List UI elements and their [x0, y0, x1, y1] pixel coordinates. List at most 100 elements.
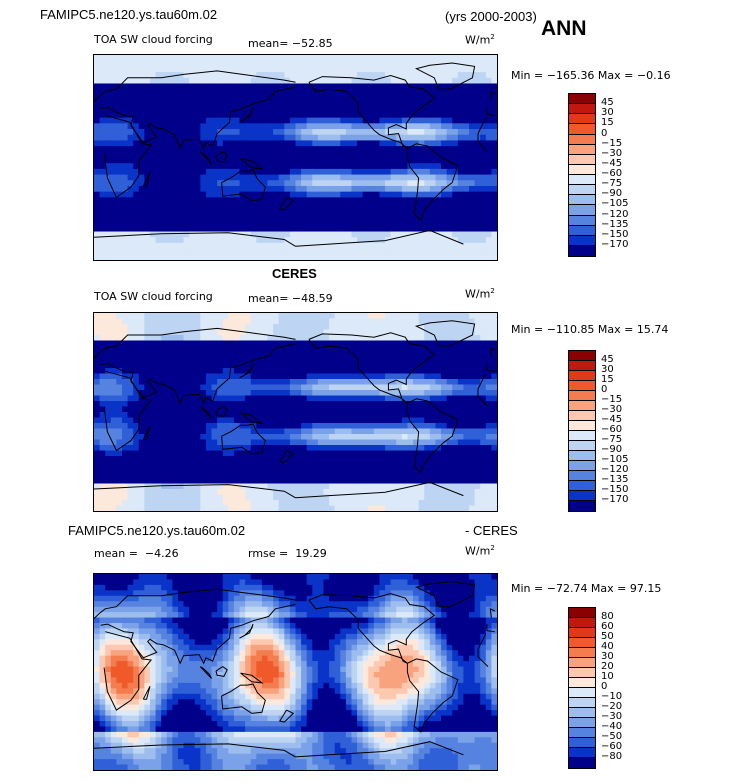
map-cell: [329, 55, 336, 62]
map-cell: [273, 94, 280, 102]
map-cell: [211, 140, 218, 147]
map-cell: [435, 373, 442, 380]
map-cell: [329, 467, 336, 474]
map-cell: [110, 472, 117, 479]
map-cell: [217, 60, 224, 67]
map-cell: [424, 231, 431, 238]
map-cell: [177, 434, 185, 441]
map-cell: [222, 489, 229, 496]
map-cell: [166, 100, 173, 107]
map-cell: [149, 390, 157, 397]
map-cell: [200, 445, 207, 452]
map-cell: [194, 140, 201, 147]
map-cell: [228, 395, 235, 402]
map-cell: [228, 168, 235, 176]
map-cell: [105, 461, 112, 468]
map-cell: [166, 89, 173, 96]
map-cell: [194, 214, 201, 221]
map-cell: [474, 83, 481, 90]
map-cell: [239, 197, 246, 204]
map-cell: [222, 406, 229, 413]
map-cell: [334, 237, 341, 244]
map-cell: [127, 445, 134, 452]
map-cell: [317, 478, 325, 485]
map-cell: [463, 129, 470, 136]
map-cell: [396, 77, 403, 85]
map-cell: [245, 351, 252, 358]
map-cell: [116, 157, 123, 164]
map-cell: [474, 151, 481, 159]
map-cell: [469, 346, 476, 353]
map-cell: [418, 237, 425, 244]
map-cell: [345, 174, 353, 181]
map-cell: [127, 134, 134, 142]
map-cell: [329, 313, 336, 320]
map-cell: [407, 395, 414, 402]
map-cell: [149, 434, 157, 441]
map-cell: [480, 231, 487, 238]
map-cell: [194, 395, 201, 402]
map-cell: [413, 66, 420, 73]
map-cell: [228, 163, 235, 170]
map-cell: [261, 456, 269, 463]
map-cell: [183, 94, 190, 102]
map-cell: [250, 231, 257, 238]
map-cell: [424, 467, 431, 474]
map-cell: [329, 146, 336, 153]
map-cell: [306, 220, 313, 227]
map-cell: [491, 242, 497, 250]
map-cell: [205, 478, 213, 485]
map-cell: [239, 428, 246, 435]
map-cell: [289, 157, 297, 164]
map-cell: [379, 384, 386, 391]
map-cell: [105, 77, 112, 85]
map-cell: [284, 313, 291, 320]
map-cell: [222, 445, 229, 452]
map-cell: [194, 417, 201, 424]
map-cell: [194, 445, 201, 452]
map-cell: [373, 395, 381, 402]
map-cell: [362, 395, 369, 402]
map-cell: [121, 225, 129, 233]
map-cell: [183, 140, 190, 147]
map-cell: [301, 140, 308, 147]
map-cell: [228, 146, 235, 153]
map-cell: [99, 318, 106, 325]
map-cell: [161, 417, 168, 424]
map-cell: [194, 357, 201, 364]
map-cell: [474, 450, 481, 457]
map-cell: [340, 450, 347, 457]
map-cell: [457, 242, 465, 250]
map-cell: [172, 208, 179, 216]
map-cell: [239, 242, 246, 250]
map-cell: [121, 220, 129, 227]
map-cell: [317, 163, 325, 170]
map-cell: [155, 89, 162, 96]
map-cell: [390, 111, 397, 119]
map-cell: [155, 395, 162, 402]
map-cell: [133, 55, 140, 62]
map-cell: [144, 111, 151, 119]
map-cell: [345, 55, 353, 62]
map-cell: [161, 461, 168, 468]
map-cell: [474, 163, 481, 170]
map-cell: [177, 77, 185, 85]
map-cell: [278, 168, 285, 176]
map-cell: [317, 318, 325, 325]
map-cell: [301, 329, 308, 336]
map-cell: [469, 111, 476, 119]
map-cell: [396, 72, 403, 79]
map-cell: [317, 157, 325, 164]
map-cell: [463, 203, 470, 210]
map-cell: [149, 111, 157, 119]
map-cell: [200, 66, 207, 73]
map-cell: [457, 362, 465, 369]
map-cell: [441, 72, 448, 79]
map-cell: [273, 60, 280, 67]
map-cell: [194, 313, 201, 320]
map-cell: [379, 123, 386, 130]
map-cell: [480, 362, 487, 369]
map-cell: [351, 318, 358, 325]
map-cell: [334, 445, 341, 452]
map-cell: [491, 94, 497, 102]
